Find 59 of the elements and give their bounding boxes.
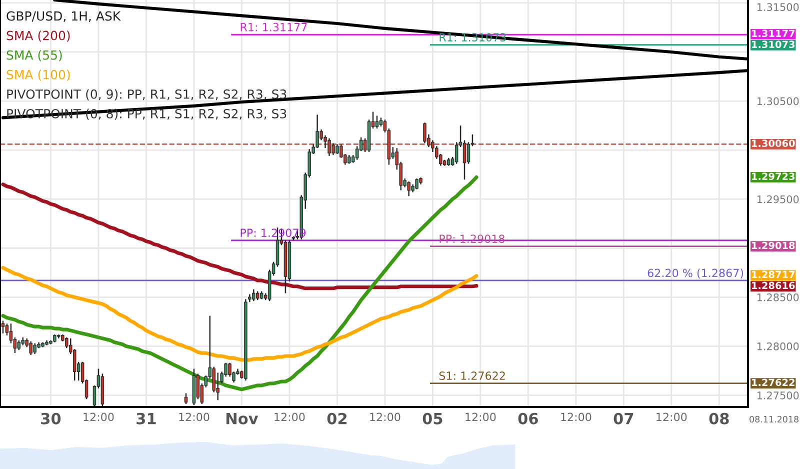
ref-line-label: S1: 1.27622 bbox=[439, 372, 505, 380]
text: SMA (100) bbox=[6, 70, 70, 81]
x-tick-label: 12:00 bbox=[656, 412, 687, 422]
candlestick bbox=[462, 140, 466, 180]
text: 1.29723 bbox=[752, 172, 795, 180]
x-tick-label: 12:00 bbox=[466, 412, 496, 422]
candlestick bbox=[375, 115, 379, 130]
text: SMA (55) bbox=[6, 50, 62, 62]
text: SMA (200) bbox=[6, 30, 70, 42]
candlestick bbox=[332, 142, 335, 156]
x-tick-label: 05 bbox=[422, 412, 442, 424]
text: 1.28616 bbox=[752, 282, 795, 290]
candlestick bbox=[29, 340, 32, 356]
text: 08.11.2018 bbox=[750, 416, 798, 423]
y-tick-label: 1.27500 bbox=[757, 391, 799, 400]
candlestick bbox=[454, 142, 458, 164]
x-tick-label: 02 bbox=[327, 412, 346, 424]
candlestick bbox=[415, 178, 418, 190]
y-tick-label: 1.31500 bbox=[757, 3, 799, 12]
x-tick-label: 07 bbox=[614, 412, 634, 424]
x-tick-label: 30 bbox=[41, 412, 61, 424]
candlestick bbox=[72, 348, 76, 382]
candlestick bbox=[407, 180, 410, 197]
candlestick bbox=[336, 144, 339, 155]
text: 1.29018 bbox=[752, 242, 795, 250]
line-series bbox=[1, 266, 478, 362]
x-tick-label: 12:00 bbox=[84, 412, 114, 422]
x-tick-label: 06 bbox=[518, 412, 538, 424]
text: 1.28717 bbox=[752, 270, 795, 278]
text: 1.27622 bbox=[752, 378, 794, 386]
x-tick-label: 12:00 bbox=[370, 412, 400, 422]
text: 1.30060 bbox=[752, 140, 795, 147]
text: 1.31177 bbox=[752, 30, 795, 38]
candlestick bbox=[33, 342, 36, 355]
ref-line-label: R1: 1.31073 bbox=[440, 33, 506, 42]
text: GBP/USD, 1H, ASK bbox=[6, 11, 121, 22]
candlestick bbox=[252, 288, 256, 302]
text: 1.31073 bbox=[752, 40, 795, 48]
candlestick bbox=[466, 142, 470, 164]
candlestick bbox=[423, 122, 426, 144]
candlestick bbox=[196, 373, 200, 400]
x-tick-label: 12:00 bbox=[274, 412, 305, 422]
candlestick bbox=[328, 138, 331, 157]
ref-line-label: 62.20 % (1.2867) bbox=[648, 268, 744, 278]
x-tick-label: 12:00 bbox=[561, 412, 592, 422]
y-tick-label: 1.29500 bbox=[757, 195, 799, 204]
x-tick-label: 31 bbox=[136, 412, 156, 424]
candlestick bbox=[17, 340, 21, 351]
candlestick bbox=[5, 323, 9, 336]
y-tick-label: 1.28000 bbox=[757, 342, 799, 350]
y-tick-label: 1.28500 bbox=[757, 293, 799, 302]
ref-line-label: R1: 1.31177 bbox=[240, 22, 307, 32]
y-tick-label: 1.30500 bbox=[757, 97, 799, 106]
x-tick-label: Nov bbox=[226, 413, 258, 424]
annotation: PIVOTPOINT (0, 9): PP, R1, S1, R2, S2, R3, S3 bbox=[7, 89, 286, 100]
x-tick-label: 08 bbox=[709, 412, 729, 424]
candlestick bbox=[1, 320, 5, 334]
candlestick bbox=[184, 392, 188, 405]
x-tick-label: 12:00 bbox=[179, 412, 210, 422]
